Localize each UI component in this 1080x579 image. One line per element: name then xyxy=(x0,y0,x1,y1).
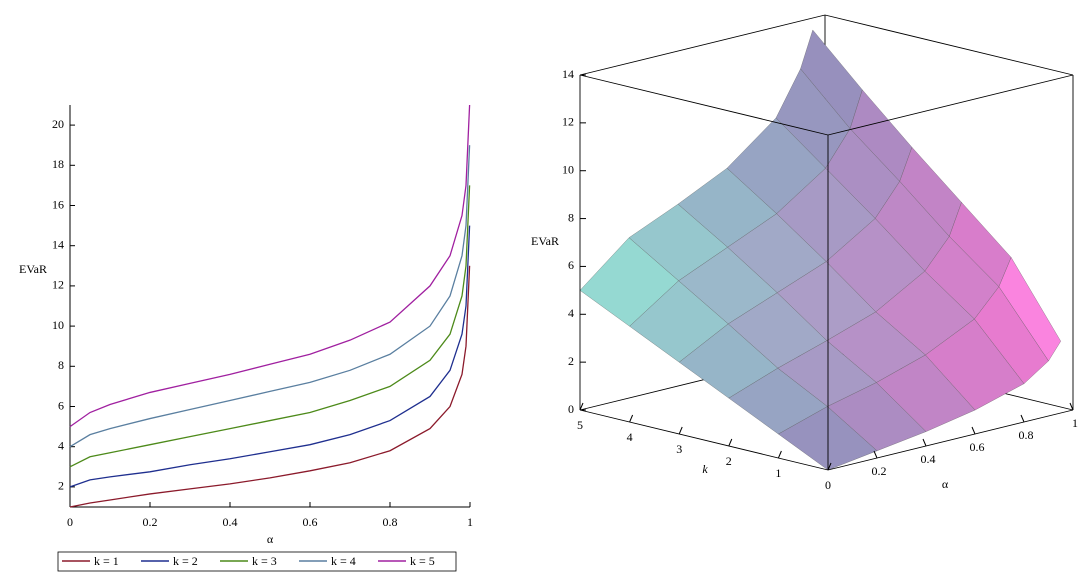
x-tick-label: 0.2 xyxy=(143,515,158,529)
legend-label: k = 2 xyxy=(173,554,198,568)
k-axis-label: k xyxy=(702,462,708,476)
box-edge xyxy=(579,409,829,471)
alpha-tick-label: 0.2 xyxy=(872,464,887,478)
z-axis-label: EVaR xyxy=(531,234,559,248)
box-edge xyxy=(579,74,829,136)
y-tick-label: 20 xyxy=(52,117,64,131)
k-tick xyxy=(728,438,733,447)
k-tick-label: 4 xyxy=(627,430,633,444)
y-tick-label: 4 xyxy=(58,438,64,452)
alpha-tick-label: 0.6 xyxy=(970,440,985,454)
legend-label: k = 3 xyxy=(252,554,277,568)
series-line xyxy=(69,225,471,488)
y-tick-label: 10 xyxy=(52,318,64,332)
alpha-tick xyxy=(922,438,927,447)
x-tick-label: 0 xyxy=(67,515,73,529)
z-tick-label: 14 xyxy=(562,67,574,81)
z-tick-label: 0 xyxy=(568,402,574,416)
y-tick-label: 2 xyxy=(58,479,64,493)
box-edge xyxy=(824,14,1074,76)
y-tick-label: 8 xyxy=(58,358,64,372)
k-tick-label: 0 xyxy=(825,478,831,492)
z-tick-label: 6 xyxy=(568,258,574,272)
series-line xyxy=(69,185,471,468)
z-tick-label: 12 xyxy=(562,115,574,129)
series-line xyxy=(69,145,471,448)
y-tick-label: 12 xyxy=(52,278,64,292)
legend-label: k = 5 xyxy=(410,554,435,568)
x-tick-label: 1 xyxy=(467,515,473,529)
k-tick-label: 3 xyxy=(676,442,682,456)
box-edge xyxy=(827,74,1074,136)
x-tick-label: 0.6 xyxy=(303,515,318,529)
legend-label: k = 4 xyxy=(331,554,356,568)
alpha-tick-label: 1 xyxy=(1072,416,1078,430)
y-axis-label: EVaR xyxy=(19,262,47,276)
y-tick-label: 16 xyxy=(52,197,64,211)
y-tick-label: 18 xyxy=(52,157,64,171)
alpha-tick xyxy=(971,426,976,435)
k-tick-label: 1 xyxy=(775,466,781,480)
box-edge xyxy=(579,14,826,76)
x-tick-label: 0.4 xyxy=(223,515,238,529)
z-tick-label: 10 xyxy=(562,162,574,176)
y-tick-label: 14 xyxy=(52,237,64,251)
alpha-tick xyxy=(1069,402,1074,411)
legend-box xyxy=(57,551,457,572)
z-tick-label: 2 xyxy=(568,354,574,368)
k-tick xyxy=(579,402,584,411)
alpha-tick xyxy=(873,450,878,459)
x-axis-label: α xyxy=(267,532,274,546)
y-tick-label: 6 xyxy=(58,398,64,412)
k-tick xyxy=(678,426,683,435)
k-tick xyxy=(777,450,782,459)
legend-label: k = 1 xyxy=(94,554,119,568)
z-tick-label: 8 xyxy=(568,210,574,224)
k-tick xyxy=(629,414,634,423)
alpha-tick-label: 0.4 xyxy=(921,452,936,466)
series-line xyxy=(69,104,471,428)
alpha-tick xyxy=(1020,414,1025,423)
k-tick-label: 5 xyxy=(577,418,583,432)
x-tick-label: 0.8 xyxy=(383,515,398,529)
series-line xyxy=(69,265,471,508)
alpha-axis-label: α xyxy=(942,477,949,491)
k-tick-label: 2 xyxy=(726,454,732,468)
k-tick xyxy=(827,462,832,471)
z-tick-label: 4 xyxy=(568,306,574,320)
alpha-tick-label: 0.8 xyxy=(1019,428,1034,442)
box-edge xyxy=(827,409,1074,471)
